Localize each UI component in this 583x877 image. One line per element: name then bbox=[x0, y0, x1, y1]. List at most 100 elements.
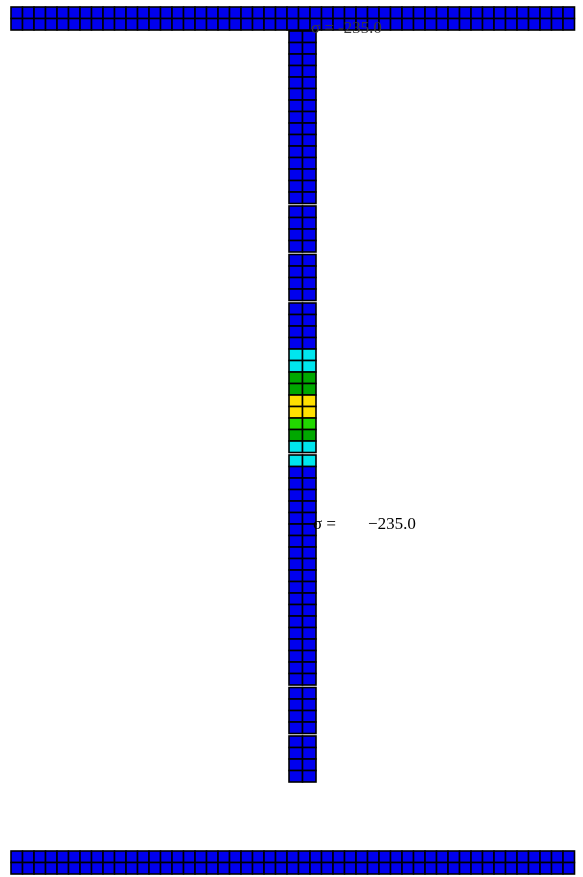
bottom-flange-cell bbox=[378, 850, 392, 864]
web-cell bbox=[288, 672, 304, 686]
web-cell bbox=[301, 709, 317, 723]
web-cell bbox=[301, 205, 317, 219]
web-cell bbox=[288, 99, 304, 113]
web-cell bbox=[288, 276, 304, 290]
bottom-flange-cell bbox=[90, 850, 104, 864]
web-cell bbox=[301, 686, 317, 700]
top-flange-cell bbox=[320, 6, 334, 20]
top-flange-cell bbox=[458, 17, 472, 31]
bottom-flange-cell bbox=[263, 850, 277, 864]
web-cell bbox=[288, 133, 304, 147]
bottom-flange-cell bbox=[470, 861, 484, 875]
web-cell bbox=[301, 626, 317, 640]
web-cell bbox=[288, 638, 304, 652]
top-flange-cell bbox=[113, 6, 127, 20]
bottom-flange-cell bbox=[309, 861, 323, 875]
bottom-flange-cell bbox=[562, 850, 576, 864]
web-cell bbox=[288, 417, 304, 431]
top-flange-cell bbox=[562, 6, 576, 20]
top-flange-cell bbox=[481, 6, 495, 20]
web-cell bbox=[301, 500, 317, 514]
bottom-flange-cell bbox=[297, 861, 311, 875]
top-flange-cell bbox=[401, 6, 415, 20]
bottom-flange-cell bbox=[424, 861, 438, 875]
top-flange-cell bbox=[286, 6, 300, 20]
bottom-flange-cell bbox=[125, 850, 139, 864]
top-flange-cell bbox=[194, 6, 208, 20]
top-flange-cell bbox=[67, 6, 81, 20]
bottom-flange-cell bbox=[562, 861, 576, 875]
web-cell bbox=[288, 239, 304, 253]
bottom-flange-cell bbox=[504, 850, 518, 864]
bottom-flange-cell bbox=[539, 861, 553, 875]
web-cell bbox=[288, 288, 304, 302]
top-flange-cell bbox=[470, 17, 484, 31]
web-cell bbox=[288, 746, 304, 760]
top-flange-cell bbox=[297, 17, 311, 31]
bottom-flange-cell bbox=[447, 850, 461, 864]
web-cell bbox=[288, 649, 304, 663]
bottom-flange-cell bbox=[516, 861, 530, 875]
stress-symbol: σ = bbox=[311, 18, 335, 37]
top-flange-cell bbox=[228, 17, 242, 31]
top-flange-cell bbox=[481, 17, 495, 31]
top-flange-cell bbox=[516, 6, 530, 20]
top-flange-cell bbox=[102, 17, 116, 31]
web-cell bbox=[301, 698, 317, 712]
web-cell bbox=[301, 359, 317, 373]
top-flange-cell bbox=[56, 17, 70, 31]
top-flange-cell bbox=[366, 6, 380, 20]
web-cell bbox=[288, 769, 304, 783]
web-cell bbox=[288, 336, 304, 350]
top-flange-cell bbox=[263, 6, 277, 20]
top-flange-cell bbox=[504, 17, 518, 31]
bottom-flange-cell bbox=[389, 850, 403, 864]
bottom-flange-cell bbox=[67, 850, 81, 864]
stress-label-middle: σ = −235.0 bbox=[313, 515, 416, 532]
web-cell bbox=[301, 336, 317, 350]
web-cell bbox=[288, 122, 304, 136]
bottom-flange-cell bbox=[424, 850, 438, 864]
bottom-flange-cell bbox=[205, 850, 219, 864]
bottom-flange-cell bbox=[458, 850, 472, 864]
top-flange-cell bbox=[79, 6, 93, 20]
web-cell bbox=[288, 53, 304, 67]
web-cell bbox=[288, 758, 304, 772]
bottom-flange-cell bbox=[481, 861, 495, 875]
bottom-flange bbox=[10, 850, 576, 875]
web-cell bbox=[301, 239, 317, 253]
bottom-flange-cell bbox=[113, 850, 127, 864]
top-flange-cell bbox=[424, 6, 438, 20]
web-cell bbox=[288, 228, 304, 242]
bottom-flange-cell bbox=[355, 850, 369, 864]
bottom-flange-cell bbox=[33, 850, 47, 864]
web-cell bbox=[288, 371, 304, 385]
bottom-flange-cell bbox=[412, 861, 426, 875]
web-cell bbox=[288, 523, 304, 537]
top-flange-cell bbox=[136, 17, 150, 31]
bottom-flange-cell bbox=[182, 850, 196, 864]
top-flange-cell bbox=[217, 17, 231, 31]
bottom-flange-cell bbox=[136, 850, 150, 864]
top-flange-cell bbox=[332, 6, 346, 20]
web-cell bbox=[288, 592, 304, 606]
top-flange-cell bbox=[90, 6, 104, 20]
top-flange-cell bbox=[527, 17, 541, 31]
top-flange-cell bbox=[274, 6, 288, 20]
web-cell bbox=[288, 348, 304, 362]
bottom-flange-cell bbox=[44, 850, 58, 864]
bottom-flange-cell bbox=[493, 850, 507, 864]
bottom-flange-cell bbox=[228, 861, 242, 875]
top-flange-cell bbox=[240, 17, 254, 31]
web-cell bbox=[301, 488, 317, 502]
top-flange-cell bbox=[194, 17, 208, 31]
top-flange-cell bbox=[286, 17, 300, 31]
bottom-flange-cell bbox=[10, 861, 24, 875]
bottom-flange-cell bbox=[56, 861, 70, 875]
top-flange-cell bbox=[412, 17, 426, 31]
web-cell bbox=[288, 41, 304, 55]
web-cell bbox=[301, 735, 317, 749]
web-cell bbox=[288, 500, 304, 514]
web-cell bbox=[288, 557, 304, 571]
bottom-flange-cell bbox=[493, 861, 507, 875]
